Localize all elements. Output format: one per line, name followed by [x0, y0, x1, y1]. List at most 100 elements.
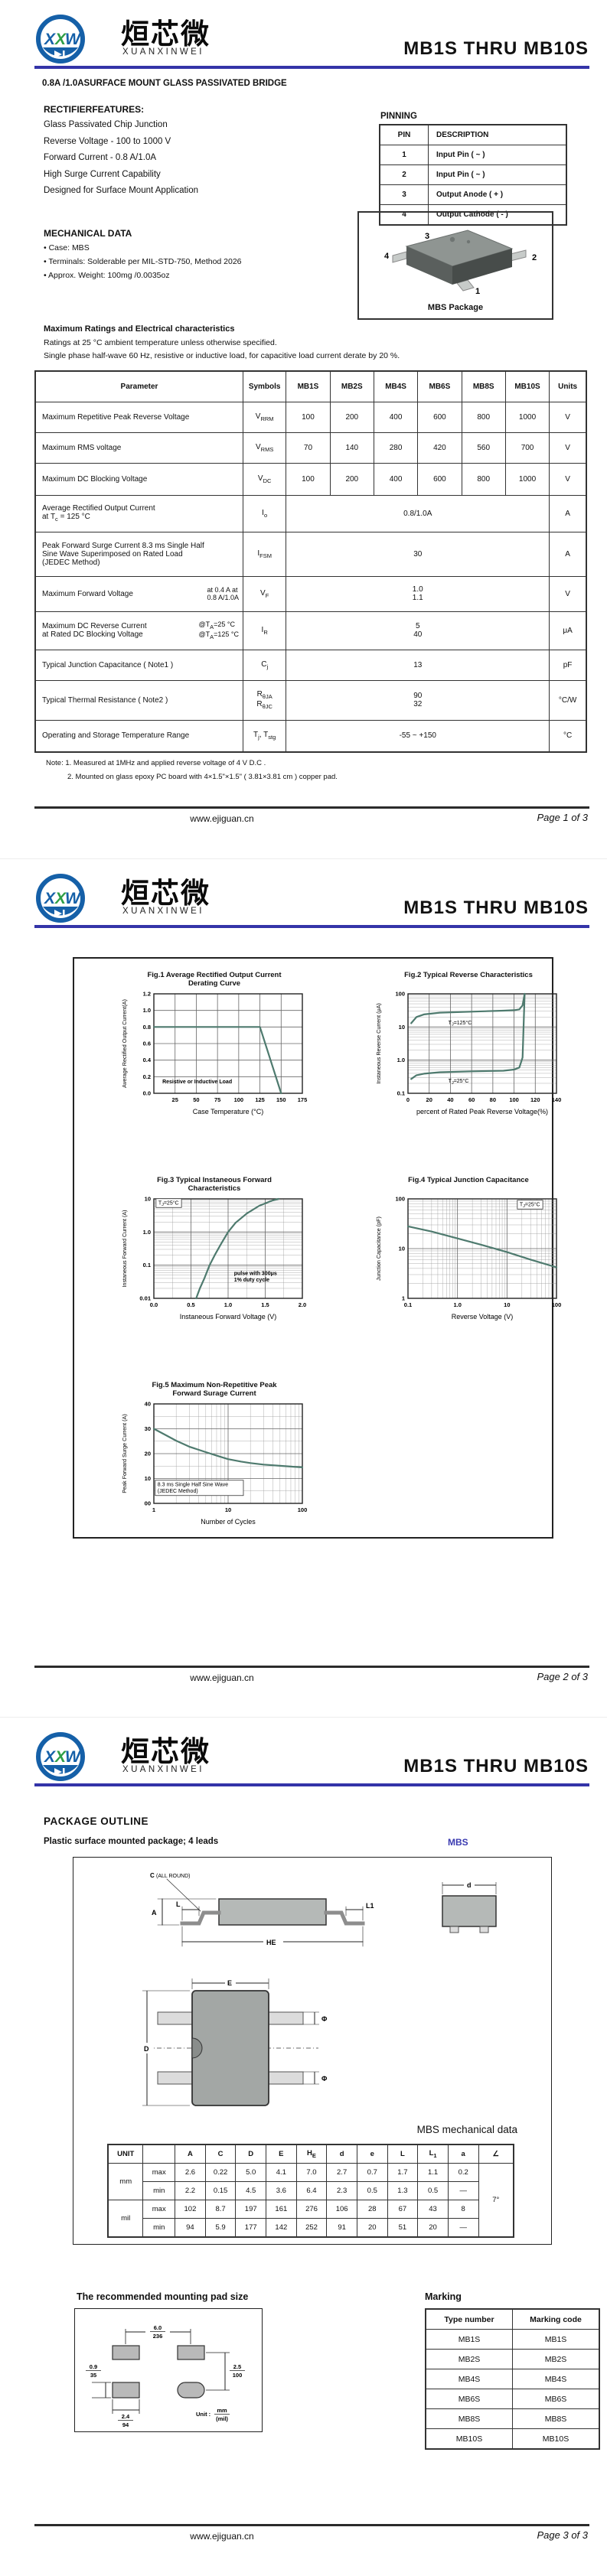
- brand-chinese: 烜芯微: [121, 18, 210, 50]
- svg-text:0.8: 0.8: [143, 1024, 151, 1031]
- doc-subtitle: 0.8A /1.0ASURFACE MOUNT GLASS PASSIVATED…: [42, 79, 287, 88]
- table-row: Operating and Storage Temperature Range T…: [34, 719, 587, 753]
- svg-text:E: E: [227, 1979, 232, 1987]
- svg-text:1.0: 1.0: [453, 1301, 461, 1308]
- mech-item: • Terminals: Solderable per MIL-STD-750,…: [44, 257, 242, 266]
- logo-mark-icon: X X W: [36, 1732, 85, 1781]
- svg-text:Number of Cycles: Number of Cycles: [201, 1518, 256, 1526]
- svg-text:1: 1: [402, 1295, 405, 1302]
- page-title: MB1S THRU MB10S: [403, 1756, 589, 1776]
- package-caption: MBS Package: [427, 303, 484, 312]
- figures-box: Fig.1 Average Rectified Output Current D…: [73, 957, 561, 1539]
- mounting-pad-box: 6.0 236 2.5 100 0.9 35 2.4 94 Unit : mm (mil): [74, 2308, 263, 2432]
- feature-item: Designed for Surface Mount Application: [44, 186, 199, 195]
- svg-text:35: 35: [90, 2372, 96, 2379]
- figure-2: Fig.2 Typical Reverse Characteristics 0 20…: [373, 971, 564, 1126]
- svg-text:L: L: [176, 1900, 181, 1908]
- svg-text:TJ=25°C: TJ=25°C: [158, 1200, 179, 1207]
- svg-text:0.1: 0.1: [143, 1262, 151, 1268]
- table-row: Maximum DC Blocking Voltage VDC 100 200 400 6…: [34, 462, 587, 496]
- header-rule: [34, 1783, 589, 1786]
- package-image-box: 3 4 2 1 MBS Package: [357, 211, 553, 320]
- marking-table: Type number Marking code MB1S MB1S MB2S MB2S M…: [425, 2308, 600, 2450]
- svg-text:Instaneous Forward Current (A): Instaneous Forward Current (A): [121, 1210, 128, 1287]
- ratings-note-2: Single phase half-wave 60 Hz, resistive …: [44, 351, 400, 360]
- table-row: MB1S MB1S: [425, 2329, 600, 2350]
- fig4-chart: 0.1 1.0 10 100 1 10 100 Reverse Voltage (V) Junc…: [375, 1196, 561, 1321]
- table-row: min 94 5.9 177 142 252 91 20 51 20—: [108, 2218, 514, 2238]
- svg-text:10: 10: [399, 1024, 405, 1031]
- features-list: Glass Passivated Chip Junction Reverse Vo…: [44, 120, 198, 203]
- svg-text:20: 20: [145, 1451, 151, 1457]
- table-row: Maximum DC Reverse Current at Rated DC Bl…: [34, 611, 587, 650]
- svg-text:Instaneous Reverse Current (μA: Instaneous Reverse Current (μA): [375, 1003, 382, 1084]
- svg-text:175: 175: [298, 1096, 308, 1103]
- page-2: X X W 烜芯微 XUANXINWEI MB1S THRU MB10S Fig…: [0, 858, 607, 1718]
- ratings-title: Maximum Ratings and Electrical character…: [44, 324, 235, 334]
- table-row: 3 Output Anode ( + ): [379, 184, 567, 205]
- footer-site-link[interactable]: www.ejiguan.cn: [190, 813, 254, 824]
- brand-english: XUANXINWEI: [122, 907, 204, 916]
- outline-drawing-box: A C (ALL ROUND) L L1 HE: [73, 1857, 552, 2245]
- svg-text:10: 10: [399, 1246, 405, 1252]
- svg-text:80: 80: [490, 1096, 496, 1103]
- mech-data-caption: MBS mechanical data: [416, 2124, 517, 2135]
- company-logo: X X W 烜芯微 XUANXINWEI: [35, 1731, 288, 1782]
- svg-text:X: X: [44, 31, 57, 48]
- svg-text:140: 140: [552, 1096, 562, 1103]
- svg-text:TJ=25°C: TJ=25°C: [520, 1201, 540, 1209]
- svg-text:Φ: Φ: [321, 2015, 328, 2023]
- pinning-title: PINNING: [380, 112, 417, 121]
- svg-text:94: 94: [122, 2421, 129, 2428]
- table-header-row: PIN DESCRIPTION: [379, 124, 567, 145]
- svg-text:X: X: [54, 31, 67, 48]
- table-row: MB4S MB4S: [425, 2369, 600, 2389]
- mechanical-data-list: • Case: MBS • Terminals: Solderable per M…: [44, 243, 242, 285]
- footer-site-link[interactable]: www.ejiguan.cn: [190, 2531, 254, 2542]
- svg-text:D: D: [144, 2045, 149, 2053]
- svg-text:d: d: [467, 1881, 472, 1889]
- svg-text:0.1: 0.1: [404, 1301, 412, 1308]
- svg-text:100: 100: [395, 1196, 405, 1203]
- ratings-note-1: Ratings at 25 °C ambient temperature unl…: [44, 338, 277, 347]
- figure-title: Fig.1 Average Rectified Output Current D…: [147, 971, 282, 988]
- mechanical-dimensions-table: UNIT A C D E HE d e L L1 a ∠ mm max 2.6 0.22 5.0 4.1 7.0 2.…: [107, 2144, 514, 2238]
- feature-item: Glass Passivated Chip Junction: [44, 120, 168, 129]
- table-header-row: Type number Marking code: [425, 2308, 600, 2330]
- features-title: RECTIFIERFEATURES:: [44, 104, 145, 115]
- svg-text:0.0: 0.0: [143, 1090, 151, 1097]
- svg-text:30: 30: [145, 1425, 151, 1432]
- svg-text:75: 75: [214, 1096, 220, 1103]
- pkg-pin1-label: 1: [475, 287, 480, 295]
- svg-text:125: 125: [255, 1096, 265, 1103]
- marking-title: Marking: [425, 2291, 462, 2302]
- footer-site-link[interactable]: www.ejiguan.cn: [190, 1672, 254, 1683]
- logo-mark-icon: X X W: [36, 15, 85, 64]
- svg-text:100: 100: [298, 1506, 308, 1513]
- svg-text:1.0: 1.0: [224, 1301, 232, 1308]
- mounting-pad-drawing: 6.0 236 2.5 100 0.9 35 2.494 Unit : mm(mil): [86, 2324, 245, 2428]
- fig1-chart: 25 50 75 100 125 150 175 0.0 0.2 0.4 0.6 0.8 1.0 1.2 C…: [121, 991, 308, 1116]
- svg-text:40: 40: [447, 1096, 453, 1103]
- svg-text:120: 120: [530, 1096, 540, 1103]
- brand-chinese: 烜芯微: [121, 878, 210, 909]
- svg-text:1.0: 1.0: [397, 1057, 405, 1063]
- pinning-table: PIN DESCRIPTION 1 Input Pin ( ~ ) 2 Input Pin…: [379, 124, 567, 226]
- ratings-table: Parameter Symbols MB1S MB2S MB4S MB6S MB8S MB10…: [34, 370, 587, 753]
- table-row: 1 Input Pin ( ~ ): [379, 145, 567, 165]
- svg-text:W: W: [65, 890, 82, 907]
- svg-text:10: 10: [225, 1506, 231, 1513]
- pad-size-title: The recommended mounting pad size: [77, 2291, 249, 2302]
- logo-mark-icon: X X W: [36, 874, 85, 923]
- svg-text:L1: L1: [366, 1902, 374, 1910]
- svg-text:A: A: [152, 1909, 157, 1917]
- svg-text:20: 20: [426, 1096, 432, 1103]
- table-row: MB10S MB10S: [425, 2428, 600, 2450]
- figure-3: Fig.3 Typical Instaneous Forward Charact…: [119, 1176, 310, 1331]
- svg-text:Φ: Φ: [321, 2075, 328, 2083]
- svg-text:60: 60: [468, 1096, 475, 1103]
- svg-text:100: 100: [509, 1096, 519, 1103]
- table-row: MB6S MB6S: [425, 2389, 600, 2409]
- table-row: mil max 102 8.7 197 161 276 106 28 67 43 8: [107, 2200, 514, 2238]
- svg-text:0.5: 0.5: [187, 1301, 194, 1308]
